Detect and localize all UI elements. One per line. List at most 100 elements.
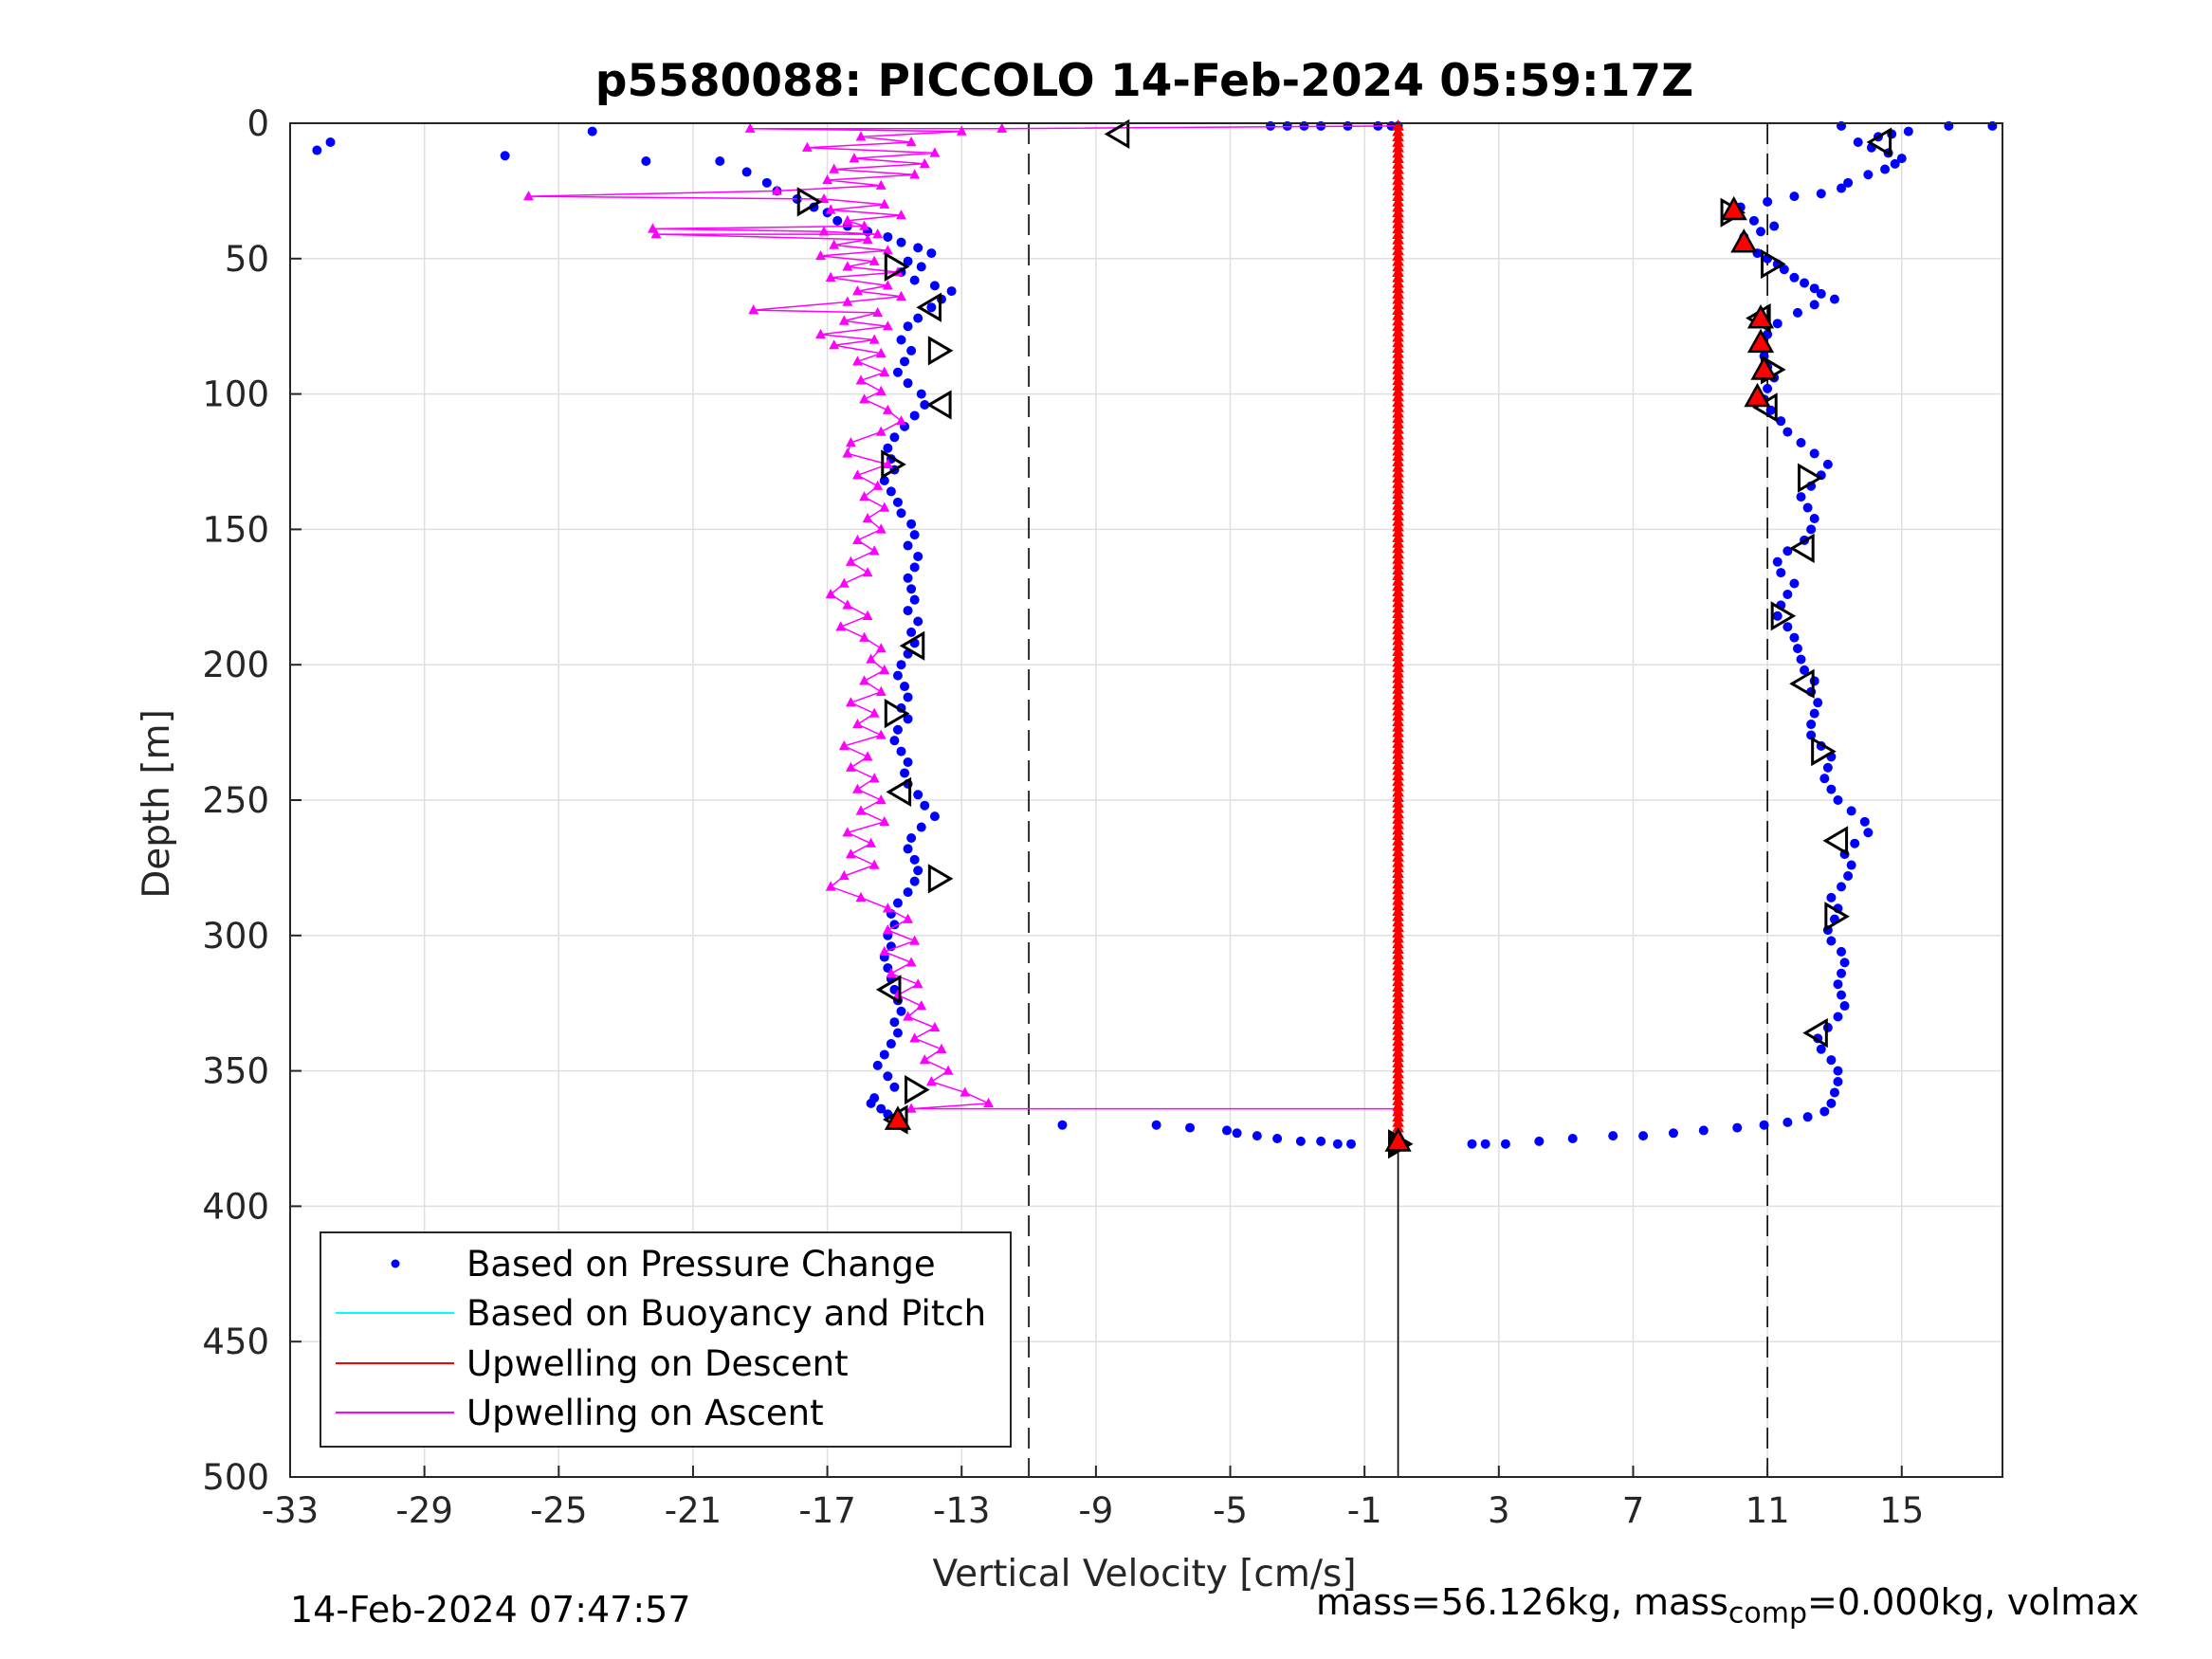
- pressure-point: [1151, 1120, 1161, 1130]
- ascent-point: [956, 125, 967, 136]
- pressure-point: [920, 400, 930, 410]
- pressure-point: [892, 367, 903, 377]
- direction-marker: [1866, 127, 1892, 157]
- ascent-point: [919, 157, 930, 169]
- ascent-point: [868, 255, 880, 265]
- ascent-point: [852, 534, 863, 545]
- direction-marker: [1770, 601, 1797, 631]
- footer-mass-info: mass=56.126kg, masscomp=0.000kg, volmax: [1316, 1581, 2139, 1631]
- pressure-point: [903, 606, 913, 616]
- x-axis-label: Vertical Velocity [cm/s]: [932, 1553, 1356, 1595]
- ascent-point: [852, 719, 863, 729]
- ascent-point: [842, 447, 853, 458]
- y-tick-label: 300: [202, 916, 269, 957]
- pressure-point: [1800, 665, 1810, 675]
- pressure-point: [1829, 294, 1839, 304]
- pressure-point: [903, 378, 913, 389]
- legend-label-ascent: Upwelling on Ascent: [466, 1393, 824, 1433]
- pressure-point: [1843, 177, 1854, 188]
- pressure-point: [896, 237, 906, 247]
- ascent-point: [872, 228, 884, 239]
- ascent-point: [875, 643, 887, 653]
- ascent-point: [903, 1011, 913, 1021]
- ascent-point: [879, 198, 890, 209]
- ascent-point: [996, 122, 1008, 133]
- ascent-point: [903, 913, 913, 923]
- legend-entry-buoyancy: Based on Buoyancy and Pitch: [336, 1293, 986, 1334]
- pressure-point: [906, 584, 917, 594]
- pressure-point: [1806, 720, 1817, 730]
- ascent-point: [872, 480, 884, 490]
- ascent-point: [886, 967, 897, 977]
- pressure-point: [1826, 892, 1837, 902]
- direction-marker: [927, 864, 954, 894]
- pressure-point: [715, 155, 725, 166]
- ascent-point: [838, 315, 850, 325]
- ascent-point: [960, 1086, 971, 1097]
- pressure-point: [641, 155, 651, 166]
- ascent-point: [822, 173, 832, 185]
- pressure-point: [1829, 1087, 1839, 1098]
- pressure-point: [1837, 882, 1847, 892]
- pressure-point: [1732, 1122, 1743, 1133]
- ascent-point: [882, 924, 893, 935]
- pressure-point: [1698, 1125, 1709, 1136]
- pressure-point: [1232, 1128, 1242, 1139]
- ascent-point: [849, 153, 860, 163]
- ascent-point: [859, 220, 869, 230]
- pressure-point: [1846, 860, 1856, 870]
- pressure-point: [1769, 221, 1780, 231]
- pressure-point: [1782, 427, 1793, 437]
- ascent-point: [983, 1097, 994, 1108]
- pressure-point: [1500, 1139, 1510, 1149]
- pressure-point: [1792, 644, 1802, 654]
- legend-entry-descent: Upwelling on Descent: [336, 1343, 849, 1384]
- pressure-point: [1890, 158, 1900, 169]
- pressure-point: [1756, 227, 1766, 237]
- pressure-point: [1802, 502, 1813, 513]
- pressure-point: [909, 562, 920, 573]
- pressure-point: [1772, 319, 1782, 329]
- pressure-point: [889, 1082, 900, 1092]
- ascent-point: [882, 280, 893, 290]
- pressure-point: [903, 714, 913, 724]
- pressure-point: [903, 844, 913, 854]
- direction-marker: [875, 975, 902, 1005]
- direction-marker: [1104, 118, 1130, 150]
- pressure-point: [900, 682, 910, 692]
- pressure-point: [1833, 979, 1843, 990]
- red-triangle-marker: [1750, 356, 1778, 380]
- pressure-point: [866, 1098, 876, 1108]
- ascent-point: [882, 458, 893, 469]
- pressure-point: [1850, 838, 1860, 848]
- y-tick-label: 500: [202, 1457, 269, 1498]
- ascent-point: [882, 245, 893, 255]
- pressure-point: [1833, 795, 1843, 805]
- pressure-point: [1833, 1077, 1843, 1087]
- ascent-point: [916, 1000, 927, 1011]
- ascent-point: [879, 501, 890, 512]
- pressure-point: [909, 530, 920, 540]
- ascent-point: [852, 469, 863, 480]
- direction-marker: [1824, 902, 1850, 932]
- ascent-point: [919, 1054, 930, 1065]
- pressure-point: [1295, 1136, 1306, 1146]
- pressure-point: [1800, 278, 1810, 288]
- ascent-point: [868, 859, 880, 869]
- pressure-point: [892, 670, 903, 681]
- pressure-point: [1185, 1122, 1196, 1133]
- pressure-point: [1839, 957, 1850, 968]
- y-tick-label: 50: [225, 239, 269, 280]
- pressure-point: [892, 497, 903, 507]
- y-tick-label: 150: [202, 509, 269, 550]
- data-layer: [312, 118, 1998, 1149]
- ascent-point: [825, 204, 836, 214]
- direction-marker: [884, 251, 910, 282]
- ascent-point: [859, 491, 869, 501]
- pressure-point: [325, 137, 336, 147]
- pressure-point: [1789, 191, 1800, 202]
- pressure-point: [900, 356, 910, 367]
- pressure-point: [1816, 189, 1826, 199]
- pressure-point: [1863, 828, 1874, 838]
- ascent-point: [942, 1065, 954, 1075]
